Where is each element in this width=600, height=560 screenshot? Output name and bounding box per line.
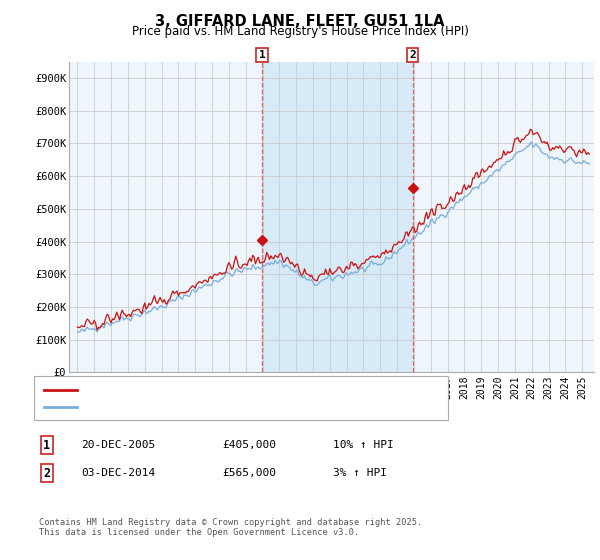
- Text: 10% ↑ HPI: 10% ↑ HPI: [333, 440, 394, 450]
- Text: 1: 1: [259, 50, 265, 60]
- Text: 1: 1: [43, 438, 50, 452]
- Text: 3, GIFFARD LANE, FLEET, GU51 1LA: 3, GIFFARD LANE, FLEET, GU51 1LA: [155, 14, 445, 29]
- Text: HPI: Average price, detached house, Hart: HPI: Average price, detached house, Hart: [83, 402, 334, 412]
- Text: Contains HM Land Registry data © Crown copyright and database right 2025.
This d: Contains HM Land Registry data © Crown c…: [39, 518, 422, 538]
- Text: £405,000: £405,000: [222, 440, 276, 450]
- Text: £565,000: £565,000: [222, 468, 276, 478]
- Text: Price paid vs. HM Land Registry's House Price Index (HPI): Price paid vs. HM Land Registry's House …: [131, 25, 469, 38]
- Bar: [262, 62, 413, 372]
- Text: 2: 2: [43, 466, 50, 480]
- Text: 20-DEC-2005: 20-DEC-2005: [81, 440, 155, 450]
- Text: 03-DEC-2014: 03-DEC-2014: [81, 468, 155, 478]
- Text: 3% ↑ HPI: 3% ↑ HPI: [333, 468, 387, 478]
- Text: 3, GIFFARD LANE, FLEET, GU51 1LA (detached house): 3, GIFFARD LANE, FLEET, GU51 1LA (detach…: [83, 385, 389, 395]
- Text: 2: 2: [409, 50, 416, 60]
